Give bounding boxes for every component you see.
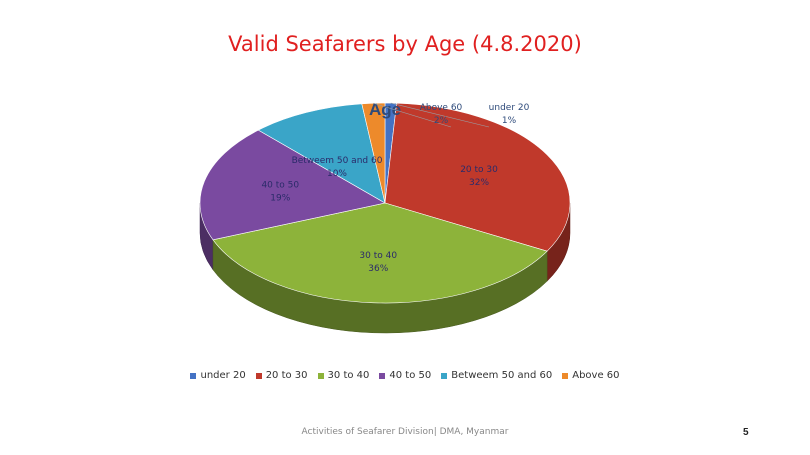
data-label-under-20: under 20 1%	[489, 103, 530, 126]
legend-label: 40 to 50	[389, 370, 432, 381]
legend-swatch	[317, 372, 324, 379]
legend-label: Above 60	[572, 370, 620, 381]
leader-line-under-20	[390, 102, 490, 128]
slide-title: Valid Seafarers by Age (4.8.2020)	[228, 32, 582, 56]
pie-slice-betweem-50-and-60	[257, 103, 386, 204]
data-label-betweem-50-and-60: Betweem 50 and 60 10%	[292, 156, 383, 179]
legend-swatch	[190, 372, 197, 379]
chart-legend: under 20 20 to 30 30 to 40 40 to 50 Betweem …	[0, 370, 810, 381]
legend-label: under 20	[200, 370, 246, 381]
legend-swatch	[255, 372, 262, 379]
legend-label: 20 to 30	[265, 370, 308, 381]
chart-title: Age	[369, 100, 401, 119]
legend-swatch	[379, 372, 386, 379]
slide-footer: Activities of Seafarer Division| DMA, My…	[301, 427, 509, 437]
data-label-above-60: Above 60 2%	[420, 103, 463, 126]
legend-item-above-60: Above 60	[562, 370, 620, 381]
legend-item-under-20: under 20	[190, 370, 246, 381]
legend-label: Betweem 50 and 60	[451, 370, 553, 381]
legend-swatch	[562, 372, 569, 379]
data-label-40-to-50: 40 to 50 19%	[261, 180, 299, 203]
legend-swatch	[441, 372, 448, 379]
leader-line-above-60	[373, 102, 452, 128]
legend-item-20-to-30: 20 to 30	[255, 370, 308, 381]
pie-slice-above-60	[361, 102, 386, 204]
data-label-20-to-30: 20 to 30 32%	[460, 165, 498, 188]
legend-item-40-to-50: 40 to 50	[379, 370, 431, 381]
pie-slice-20-to-30	[384, 102, 571, 252]
legend-label: 30 to 40	[327, 370, 370, 381]
page-number: 5	[743, 427, 749, 438]
pie-slice-40-to-50	[199, 129, 386, 241]
data-label-30-to-40: 30 to 40 36%	[359, 251, 397, 274]
legend-item-30-to-40: 30 to 40	[317, 370, 370, 381]
legend-item-betweem-50-and-60: Betweem 50 and 60	[441, 370, 552, 381]
pie-slice-30-to-40	[212, 202, 548, 304]
